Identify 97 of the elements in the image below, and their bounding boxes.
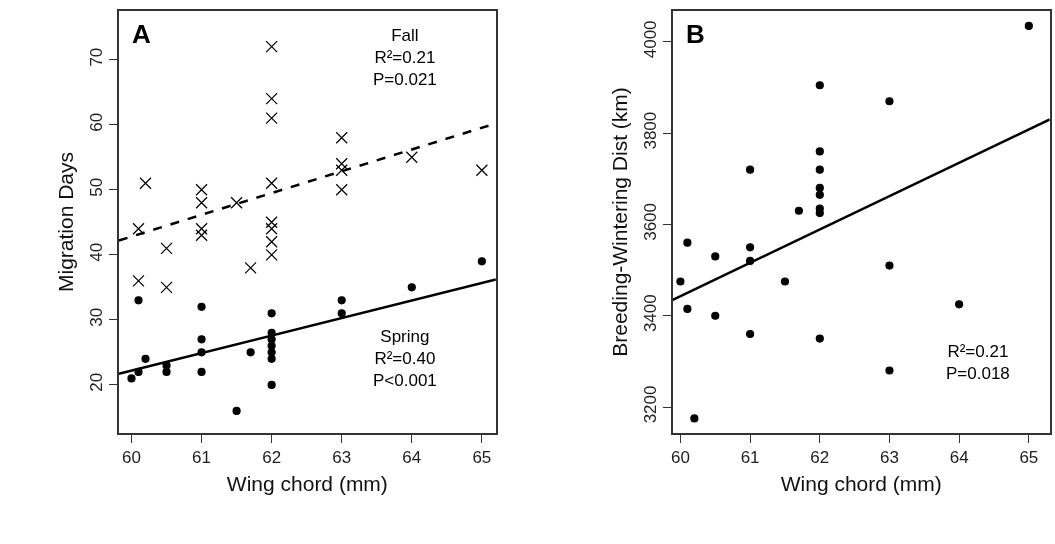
x-tick-label: 63 bbox=[880, 448, 899, 468]
x-tick-label: 60 bbox=[670, 448, 690, 468]
point bbox=[265, 40, 278, 53]
point bbox=[815, 334, 824, 343]
x-tick-label: 64 bbox=[949, 448, 969, 468]
point bbox=[746, 329, 755, 339]
point bbox=[195, 222, 208, 235]
annotation: B bbox=[686, 19, 705, 49]
point bbox=[407, 283, 416, 292]
point bbox=[335, 157, 348, 170]
point bbox=[711, 252, 720, 261]
point bbox=[885, 261, 894, 270]
point bbox=[676, 277, 685, 286]
point bbox=[746, 165, 755, 174]
point bbox=[197, 335, 206, 344]
point bbox=[132, 222, 145, 235]
point bbox=[746, 243, 755, 252]
y-tick-label: 60 bbox=[87, 112, 107, 132]
y-tick-label: 40 bbox=[87, 242, 107, 262]
point bbox=[162, 367, 171, 376]
x-axis-title: Wing chord (mm) bbox=[226, 471, 388, 495]
point bbox=[794, 206, 803, 215]
y-tick-label: 30 bbox=[87, 307, 107, 327]
y-tick-label: 3200 bbox=[641, 385, 661, 424]
x-axis-title: Wing chord (mm) bbox=[780, 471, 942, 495]
y-tick-label: 70 bbox=[87, 47, 107, 67]
point bbox=[337, 309, 346, 318]
annotation: Fall R²=0.21 P=0.021 bbox=[373, 26, 437, 90]
y-tick-label: 3800 bbox=[641, 111, 661, 150]
x-tick-label: 65 bbox=[1019, 448, 1039, 468]
annotation: Spring R²=0.40 P<0.001 bbox=[373, 327, 437, 391]
point bbox=[267, 341, 276, 350]
annotation: A bbox=[132, 19, 151, 49]
point bbox=[230, 196, 243, 209]
point bbox=[195, 196, 208, 209]
point bbox=[265, 112, 278, 125]
y-axis-title: Migration Days bbox=[53, 151, 77, 292]
point bbox=[815, 165, 824, 174]
y-axis-title: Breeding-Wintering Dist (km) bbox=[607, 87, 631, 357]
point bbox=[232, 406, 241, 416]
point bbox=[690, 414, 699, 423]
point bbox=[683, 304, 692, 313]
x-tick-label: 61 bbox=[192, 448, 212, 468]
point bbox=[197, 367, 206, 376]
point bbox=[195, 183, 208, 196]
point bbox=[780, 277, 790, 286]
point bbox=[246, 348, 255, 357]
point bbox=[195, 229, 208, 242]
point bbox=[405, 151, 418, 164]
point bbox=[1024, 21, 1033, 31]
point bbox=[265, 222, 278, 235]
point bbox=[265, 235, 278, 248]
point bbox=[267, 309, 276, 318]
point bbox=[267, 348, 276, 357]
annotation: R²=0.21 P=0.018 bbox=[946, 342, 1010, 384]
point bbox=[477, 257, 486, 266]
y-tick-label: 4000 bbox=[641, 20, 661, 59]
x-tick-label: 64 bbox=[402, 448, 422, 468]
point bbox=[815, 81, 824, 90]
point bbox=[815, 190, 824, 199]
y-tick-label: 20 bbox=[87, 372, 107, 392]
x-tick-label: 60 bbox=[122, 448, 141, 468]
point bbox=[475, 164, 488, 177]
point bbox=[265, 216, 278, 229]
point bbox=[265, 177, 278, 190]
x-tick-label: 62 bbox=[810, 448, 830, 468]
point bbox=[160, 281, 173, 294]
point bbox=[244, 261, 257, 274]
point bbox=[885, 366, 894, 375]
point bbox=[885, 97, 894, 106]
point bbox=[335, 131, 348, 144]
point bbox=[265, 248, 278, 261]
y-tick-label: 3400 bbox=[641, 294, 661, 333]
point bbox=[132, 274, 145, 287]
point bbox=[265, 92, 278, 105]
x-tick-label: 63 bbox=[332, 448, 352, 468]
point bbox=[337, 296, 346, 305]
point bbox=[815, 183, 824, 193]
point bbox=[197, 302, 206, 311]
point bbox=[267, 354, 276, 363]
point bbox=[134, 296, 143, 305]
point bbox=[127, 374, 136, 383]
point bbox=[711, 311, 720, 320]
point bbox=[335, 183, 348, 196]
y-tick-label: 50 bbox=[87, 177, 107, 197]
x-tick-label: 62 bbox=[262, 448, 282, 468]
point bbox=[267, 380, 276, 389]
point bbox=[815, 147, 824, 156]
point bbox=[683, 238, 692, 247]
x-tick-label: 65 bbox=[472, 448, 492, 468]
point bbox=[141, 354, 150, 363]
point bbox=[335, 164, 348, 177]
point bbox=[139, 177, 152, 190]
point bbox=[955, 300, 964, 309]
y-tick-label: 3600 bbox=[641, 203, 661, 241]
point bbox=[160, 242, 173, 255]
x-tick-label: 61 bbox=[740, 448, 760, 468]
